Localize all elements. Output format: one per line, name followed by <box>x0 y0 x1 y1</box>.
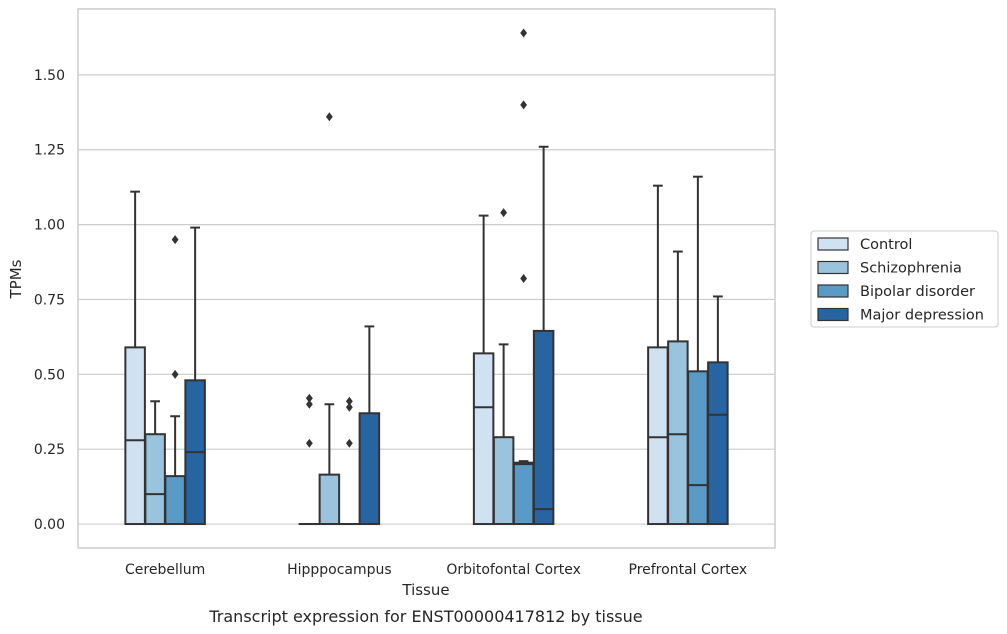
plot-frame <box>77 8 776 549</box>
plot-border <box>77 8 776 549</box>
outlier-point <box>520 100 528 110</box>
legend-label: Schizophrenia <box>860 261 962 277</box>
box-body <box>124 346 146 526</box>
box-body <box>318 473 341 526</box>
box-bipolar-disorder <box>512 28 535 526</box>
outlier-point <box>345 396 353 406</box>
outlier-point <box>520 274 528 283</box>
box-body <box>687 370 709 526</box>
outlier-point <box>305 393 313 403</box>
y-tick-labels: 0.00 0.25 0.50 0.75 1.00 1.25 1.50 <box>34 68 65 533</box>
outlier-point <box>171 235 179 245</box>
outlier-point <box>500 208 508 218</box>
y-tick-label: 0.50 <box>34 367 65 383</box>
box-body <box>492 436 515 526</box>
outlier-point <box>305 438 313 448</box>
y-tick-label: 0.75 <box>34 292 65 308</box>
box-body <box>647 346 669 526</box>
legend-swatch <box>817 307 849 322</box>
box-body <box>707 361 729 526</box>
box-control <box>124 190 146 526</box>
chart-caption: Transcript expression for ENST0000041781… <box>208 607 642 626</box>
box-schizophrenia <box>492 208 515 526</box>
outlier-point <box>305 399 313 409</box>
x-tick-labels: Cerebellum Hipppocampus Orbitofontal Corte… <box>125 562 747 578</box>
y-axis-label: TPMs <box>7 259 25 299</box>
box-major-depression <box>358 325 381 526</box>
box-bipolar-disorder <box>687 175 709 526</box>
box-schizophrenia <box>318 112 341 526</box>
box-groups <box>124 28 729 526</box>
box-control <box>647 184 669 526</box>
box-body <box>164 475 186 526</box>
x-tick-label: Orbitofontal Cortex <box>446 562 581 578</box>
outlier-point <box>171 369 179 379</box>
legend: Control Schizophrenia Bipolar disorder Majo… <box>810 230 999 328</box>
legend-swatch <box>817 260 849 275</box>
y-tick-label: 0.00 <box>34 517 65 533</box>
box-body <box>512 461 535 526</box>
x-tick-label: Prefrontal Cortex <box>629 562 748 578</box>
box-body <box>144 433 166 526</box>
x-axis-label: Tissue <box>401 581 449 599</box>
legend-swatch <box>817 284 849 298</box>
x-tick-label: Hipppocampus <box>287 562 392 578</box>
legend-swatch <box>817 237 849 251</box>
outlier-point <box>325 112 333 122</box>
y-tick-label: 0.25 <box>34 442 65 458</box>
box-schizophrenia <box>144 400 166 526</box>
box-control <box>298 393 321 526</box>
box-major-depression <box>532 145 555 526</box>
y-tick-label: 1.50 <box>34 68 65 84</box>
y-tick-label: 1.25 <box>34 143 65 159</box>
box-body <box>358 412 381 526</box>
box-body <box>472 352 495 526</box>
box-body <box>532 329 555 526</box>
outlier-point <box>345 438 353 448</box>
y-tick-label: 1.00 <box>34 218 65 234</box>
box-major-depression <box>707 295 729 526</box>
legend-label: Bipolar disorder <box>860 284 975 300</box>
outlier-point <box>520 28 528 38</box>
box-major-depression <box>184 226 206 526</box>
x-tick-label: Cerebellum <box>125 562 205 578</box>
legend-label: Major depression <box>860 308 984 324</box>
legend-frame <box>810 230 999 328</box>
outlier-point <box>345 402 353 412</box>
box-body <box>667 340 689 526</box>
legend-label: Control <box>860 237 912 253</box>
